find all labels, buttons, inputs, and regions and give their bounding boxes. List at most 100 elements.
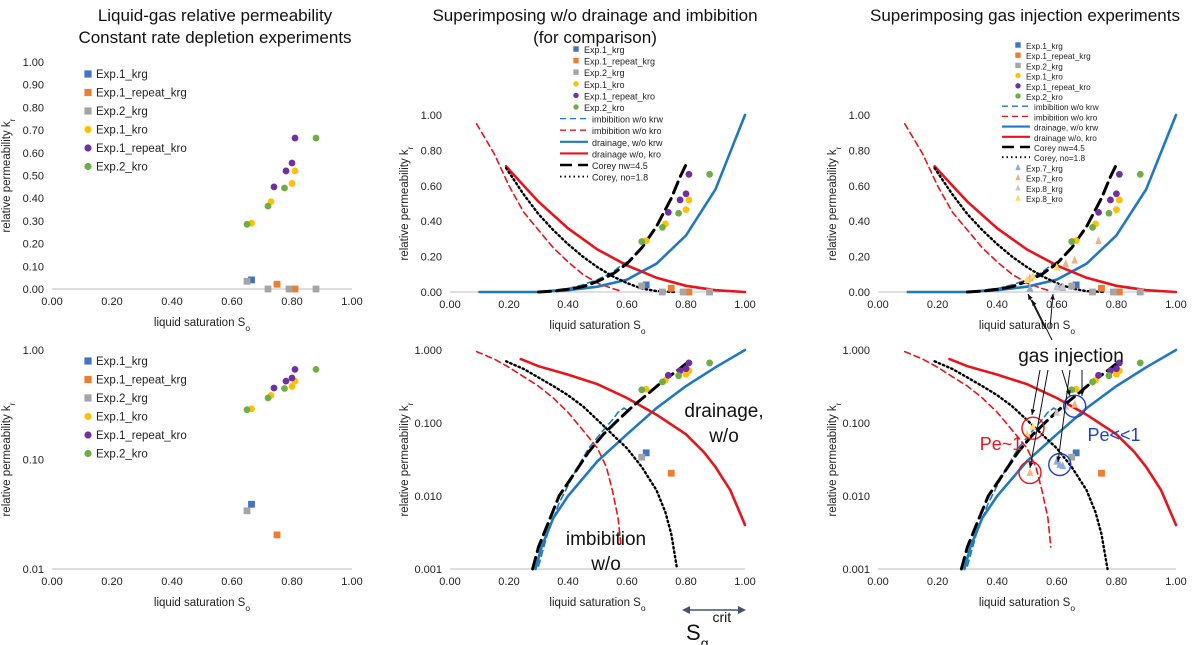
data-point-exp-1-repeat-krg bbox=[1098, 469, 1105, 477]
x-tick-label: 0.20 bbox=[927, 576, 948, 588]
data-point-exp-1-repeat-kro bbox=[664, 208, 672, 216]
data-point-exp-1-kro bbox=[291, 167, 299, 175]
gas-injection-arrow bbox=[1027, 293, 1046, 329]
legend-label: Exp.1_kro bbox=[584, 80, 625, 90]
data-point-exp-2-kro bbox=[659, 378, 666, 386]
data-point-exp-2-kro bbox=[638, 386, 646, 394]
y-axis-title-sub: r bbox=[405, 146, 415, 149]
x-tick-label: 0.00 bbox=[439, 299, 460, 311]
y-axis-title: relative permeability kr bbox=[399, 146, 415, 260]
y-tick-label: 0.00 bbox=[23, 284, 44, 296]
x-tick-label: 1.00 bbox=[734, 299, 755, 311]
panel-top-middle: 0.00 0.20 0.40 0.60 0.80 1.00 0.00 0.20 0.40 0.60… bbox=[399, 45, 756, 336]
x-tick-label: 0.20 bbox=[101, 576, 122, 588]
y-tick-label: 0.10 bbox=[23, 455, 44, 467]
gas-injection-arrow-head bbox=[1079, 390, 1085, 396]
legend-label: drainage w/o, kro bbox=[1034, 134, 1097, 143]
y-axis-title-sub: r bbox=[833, 146, 843, 149]
data-point-exp-2-krg bbox=[659, 288, 666, 296]
legend-label: Exp.1_repeat_kro bbox=[1026, 83, 1091, 92]
x-tick-label: 0.60 bbox=[221, 296, 242, 308]
data-point-exp-2-krg bbox=[1089, 288, 1096, 296]
legend-label: Exp.1_krg bbox=[1026, 42, 1063, 51]
annotation-drainage: w/o bbox=[708, 426, 739, 447]
data-point-exp-2-kro bbox=[281, 385, 288, 392]
data-point-exp-2-kro bbox=[312, 134, 320, 142]
y-axis-title-sub: r bbox=[405, 402, 415, 405]
annotation-imbibition: w/o bbox=[590, 554, 621, 575]
data-point-exp-7-kro bbox=[1071, 399, 1079, 408]
legend-swatch-exp-1-repeat-kro bbox=[1015, 83, 1021, 89]
series-line-corey-no-1-8 bbox=[504, 166, 676, 294]
data-point-exp-1-repeat-kro bbox=[1113, 365, 1120, 373]
data-point-exp-1-repeat-kro bbox=[1115, 170, 1123, 178]
data-point-exp-2-kro bbox=[243, 220, 251, 228]
y-tick-label: 0.40 bbox=[849, 216, 870, 228]
legend-label: Corey nw=4.5 bbox=[1034, 144, 1085, 153]
legend: Exp.1_krgExp.1_repeat_krgExp.2_krgExp.1_… bbox=[560, 45, 664, 183]
data-point-exp-8-kro bbox=[1029, 421, 1037, 430]
x-axis-title-sub: o bbox=[245, 603, 250, 613]
data-point-exp-2-krg bbox=[1068, 282, 1076, 290]
legend-label: Exp.1_repeat_krg bbox=[96, 88, 187, 100]
y-tick-label: 0.40 bbox=[421, 216, 442, 228]
x-tick-label: 1.00 bbox=[734, 576, 755, 588]
gas-injection-arrows bbox=[1027, 293, 1085, 469]
data-point-exp-1-kro bbox=[682, 206, 690, 214]
x-tick-label: 1.00 bbox=[1165, 299, 1186, 311]
plot-area bbox=[243, 134, 320, 293]
x-axis-title-sub: o bbox=[641, 603, 646, 613]
y-tick-label: 0.001 bbox=[414, 564, 442, 576]
plot-area bbox=[475, 113, 747, 296]
legend-swatch-exp-1-krg bbox=[84, 70, 92, 78]
legend-label: imbibition w/o krw bbox=[1034, 103, 1099, 112]
plot-area bbox=[243, 366, 320, 539]
x-tick-label: 1.00 bbox=[341, 296, 362, 308]
series-line-drainage-w-o-krw bbox=[963, 348, 1178, 571]
legend-swatch-exp-2-kro bbox=[1015, 93, 1021, 99]
legend-swatch-exp-2-krg bbox=[84, 107, 92, 115]
legend-label: Exp.2_kro bbox=[1026, 93, 1063, 102]
data-point-exp-8-kro bbox=[1029, 271, 1037, 280]
data-point-exp-2-kro bbox=[1105, 209, 1113, 217]
legend-swatch-exp-1-krg bbox=[573, 46, 579, 52]
legend-label: Exp.2_kro bbox=[584, 103, 625, 113]
data-point-exp-2-kro bbox=[1136, 359, 1144, 367]
data-point-exp-8-kro bbox=[1053, 262, 1061, 271]
data-point-exp-8-krg bbox=[1053, 282, 1061, 291]
sg-crit-arrow-head bbox=[682, 606, 690, 614]
data-point-exp-2-kro bbox=[264, 394, 272, 402]
data-point-exp-2-kro bbox=[264, 202, 272, 210]
data-point-exp-8-kro bbox=[1023, 275, 1031, 284]
data-point-exp-1-repeat-kro bbox=[288, 159, 296, 167]
legend-swatch-exp-1-repeat-kro bbox=[84, 144, 92, 152]
highlight-circle bbox=[1021, 416, 1045, 440]
annotation-pe-small: Pe<<1 bbox=[1087, 425, 1140, 445]
legend-swatch-exp-1-krg bbox=[84, 357, 92, 365]
data-point-exp-2-krg bbox=[638, 453, 646, 461]
annotation-imbibition: imbibition bbox=[566, 529, 646, 550]
legend-label: drainage w/o, kro bbox=[592, 149, 661, 159]
annotation-drainage: drainage, bbox=[684, 401, 763, 422]
legend-label: Exp.1_repeat_kro bbox=[96, 143, 187, 155]
y-tick-label: 0.80 bbox=[23, 102, 44, 114]
legend: Exp.1_krgExp.1_repeat_krgExp.2_krgExp.1_… bbox=[1002, 42, 1099, 204]
legend-label: Exp.2_kro bbox=[96, 162, 148, 174]
data-point-exp-2-kro bbox=[1089, 378, 1096, 386]
data-point-exp-7-krg bbox=[1053, 456, 1061, 465]
data-point-exp-2-krg bbox=[679, 288, 687, 296]
legend-label: Exp.7_krg bbox=[1026, 164, 1063, 173]
series-line-corey-nw-4-5 bbox=[537, 163, 688, 294]
series-line-drainage-w-o-krw bbox=[534, 348, 747, 571]
gas-injection-arrow bbox=[1049, 293, 1054, 329]
plot-area bbox=[475, 348, 747, 571]
data-point-exp-7-kro bbox=[1095, 236, 1102, 245]
panel-bottom-left: 0.00 0.20 0.40 0.60 0.80 1.00 0.01 0.10 1.00 liqu… bbox=[1, 345, 363, 613]
y-tick-label: 0.100 bbox=[842, 418, 870, 430]
y-tick-label: 1.000 bbox=[842, 345, 870, 357]
x-axis-title-sub: o bbox=[1070, 603, 1075, 613]
legend-label: Corey nw=4.5 bbox=[592, 161, 648, 171]
legend-label: Exp.1_repeat_kro bbox=[96, 430, 187, 442]
series-line-imbibition-w-o-krw bbox=[966, 261, 1058, 293]
legend: Exp.1_krgExp.1_repeat_krgExp.2_krgExp.1_… bbox=[84, 356, 187, 461]
